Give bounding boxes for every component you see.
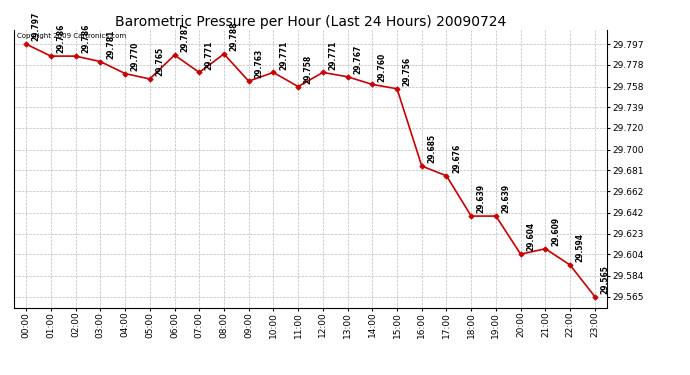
- Text: 29.676: 29.676: [452, 144, 461, 173]
- Text: Copyright 2009 Cartronics.com: Copyright 2009 Cartronics.com: [17, 33, 126, 39]
- Text: 29.771: 29.771: [328, 40, 337, 70]
- Text: 29.609: 29.609: [551, 217, 560, 246]
- Text: 29.565: 29.565: [600, 265, 609, 294]
- Text: 29.594: 29.594: [575, 233, 584, 262]
- Text: 29.781: 29.781: [106, 29, 115, 59]
- Text: 29.770: 29.770: [130, 41, 139, 71]
- Text: 29.604: 29.604: [526, 222, 535, 251]
- Text: 29.763: 29.763: [254, 49, 264, 78]
- Text: 29.786: 29.786: [57, 24, 66, 53]
- Text: 29.760: 29.760: [378, 53, 387, 82]
- Text: 29.685: 29.685: [427, 134, 436, 163]
- Text: 29.765: 29.765: [155, 47, 164, 76]
- Text: 29.771: 29.771: [205, 40, 214, 70]
- Text: 29.758: 29.758: [304, 54, 313, 84]
- Text: 29.756: 29.756: [402, 57, 412, 86]
- Title: Barometric Pressure per Hour (Last 24 Hours) 20090724: Barometric Pressure per Hour (Last 24 Ho…: [115, 15, 506, 29]
- Text: 29.771: 29.771: [279, 40, 288, 70]
- Text: 29.786: 29.786: [81, 24, 90, 53]
- Text: 29.767: 29.767: [353, 45, 362, 74]
- Text: 29.797: 29.797: [32, 12, 41, 41]
- Text: 29.639: 29.639: [502, 184, 511, 213]
- Text: 29.639: 29.639: [477, 184, 486, 213]
- Text: 29.787: 29.787: [180, 23, 189, 52]
- Text: 29.788: 29.788: [230, 22, 239, 51]
